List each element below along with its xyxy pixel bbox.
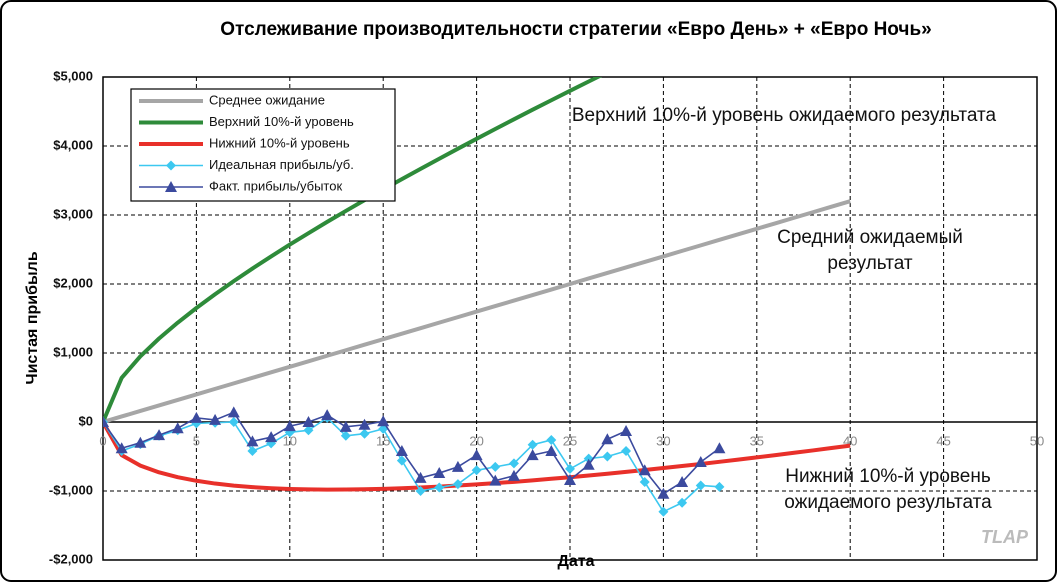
chart-title: Отслеживание производительности стратеги… — [220, 19, 931, 40]
triangle-marker — [526, 449, 539, 461]
series-line — [103, 421, 851, 492]
triangle-marker — [694, 456, 707, 468]
diamond-marker — [228, 417, 239, 427]
y-tick-label: $5,000 — [53, 68, 93, 83]
series-line — [103, 417, 720, 513]
y-tick-label: $4,000 — [53, 137, 93, 152]
diamond-marker — [434, 482, 445, 493]
y-tick-label: $2,000 — [53, 275, 93, 290]
triangle-marker — [620, 424, 633, 436]
triangle-marker — [657, 487, 670, 499]
x-tick-label: 15 — [376, 433, 390, 448]
diamond-marker — [658, 506, 669, 517]
x-tick-label: 50 — [1030, 433, 1044, 448]
y-tick-label: $1,000 — [53, 344, 93, 359]
triangle-marker — [545, 444, 558, 456]
legend-label: Идеальная прибыль/уб. — [209, 157, 354, 172]
triangle-marker — [564, 473, 576, 485]
diamond-marker — [527, 439, 538, 450]
x-tick-label: 35 — [750, 433, 764, 448]
triangle-marker — [507, 469, 520, 481]
diamond-marker — [303, 425, 314, 436]
legend-marker — [165, 181, 177, 192]
triangle-marker — [134, 436, 147, 448]
annotation: ожидаемого результата — [784, 492, 992, 513]
triangle-marker — [115, 442, 128, 454]
diamond-marker — [602, 451, 613, 462]
x-tick-label: 30 — [656, 433, 670, 448]
legend-label: Факт. прибыль/убыток — [209, 178, 342, 193]
triangle-marker — [451, 460, 464, 472]
y-tick-label: $0 — [79, 413, 93, 428]
legend-label: Среднее ожидание — [209, 92, 325, 107]
legend-label: Верхний 10%-й уровень — [209, 114, 354, 129]
triangle-marker — [265, 431, 278, 443]
y-tick-label: $3,000 — [53, 206, 93, 221]
legend-label: Нижний 10%-й уровень — [209, 135, 350, 150]
x-tick-label: 0 — [99, 433, 106, 448]
triangle-marker — [470, 449, 483, 461]
diamond-marker — [340, 430, 351, 441]
x-tick-label: 45 — [936, 433, 950, 448]
diamond-marker — [639, 477, 650, 488]
diamond-marker — [452, 479, 463, 490]
diamond-marker — [508, 458, 519, 469]
x-axis-label: Дата — [557, 553, 594, 570]
triangle-marker — [377, 415, 390, 427]
y-tick-label: -$1,000 — [49, 482, 93, 497]
watermark: TLAP — [981, 527, 1029, 547]
triangle-marker — [209, 413, 222, 425]
y-tick-label: -$2,000 — [49, 551, 93, 566]
triangle-marker — [190, 411, 203, 423]
x-tick-label: 20 — [469, 433, 483, 448]
triangle-marker — [153, 429, 166, 441]
diamond-marker — [677, 497, 688, 508]
triangle-marker — [227, 406, 240, 418]
triangle-marker — [283, 420, 296, 432]
diamond-marker — [359, 428, 370, 439]
series-line — [103, 411, 720, 495]
triangle-marker — [339, 420, 352, 432]
series-line — [103, 199, 851, 424]
triangle-marker — [601, 433, 614, 445]
triangle-marker — [676, 476, 689, 488]
diamond-marker — [396, 455, 407, 466]
triangle-marker — [433, 467, 446, 479]
y-axis-label: Чистая прибыль — [24, 251, 41, 384]
triangle-marker — [582, 458, 595, 470]
diamond-marker — [415, 486, 426, 496]
triangle-marker — [321, 409, 334, 421]
triangle-marker — [103, 416, 109, 427]
triangle-marker — [489, 474, 502, 486]
triangle-marker — [358, 418, 371, 430]
triangle-marker — [713, 442, 726, 454]
diamond-marker — [490, 461, 501, 472]
x-tick-label: 25 — [563, 433, 577, 448]
diamond-marker — [471, 465, 482, 476]
triangle-marker — [246, 435, 259, 447]
triangle-marker — [414, 471, 427, 483]
triangle-marker — [171, 422, 184, 434]
series-group — [103, 77, 851, 517]
legend-marker — [166, 160, 176, 171]
diamond-marker — [621, 445, 632, 456]
diamond-marker — [695, 480, 706, 491]
diamond-marker — [247, 445, 258, 456]
diamond-marker — [565, 463, 575, 474]
triangle-marker — [302, 416, 315, 427]
annotation: Нижний 10%-й уровень — [785, 466, 991, 487]
annotation: результат — [827, 253, 912, 274]
x-tick-label: 5 — [193, 433, 200, 448]
x-tick-label: 10 — [283, 433, 297, 448]
annotation: Средний ожидаемый — [777, 227, 963, 248]
triangle-marker — [638, 464, 651, 476]
diamond-marker — [546, 434, 557, 445]
annotation: Верхний 10%-й уровень ожидаемого результ… — [572, 105, 997, 126]
series-line — [103, 77, 603, 423]
diamond-marker — [714, 481, 725, 492]
triangle-marker — [395, 444, 408, 456]
